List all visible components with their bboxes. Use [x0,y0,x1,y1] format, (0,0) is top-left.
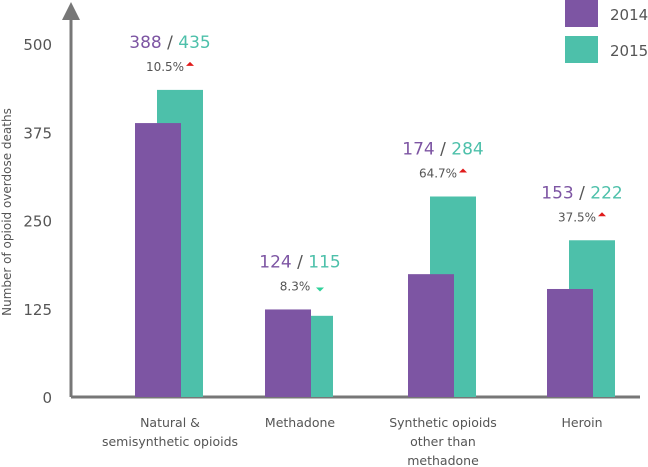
value-pair-label: 174 / 284 [402,139,483,159]
triangle-up-icon [186,61,194,66]
value-pair-label: 124 / 115 [259,252,340,272]
legend-swatch-2014 [565,0,598,27]
x-category-label: Heroin [562,415,603,430]
x-category-label: other than [410,434,476,449]
triangle-up-icon [598,212,606,217]
y-tick-label: 375 [23,124,52,142]
percent-change-label: 37.5% [558,210,596,224]
y-tick-label: 500 [23,36,52,54]
y-tick-label: 0 [42,389,52,407]
bar-2014 [547,288,593,397]
y-axis-arrow-icon [62,2,80,20]
value-pair-label: 388 / 435 [129,33,210,53]
legend-swatch-2015 [565,36,598,63]
triangle-up-icon [459,168,467,173]
bar-2014 [408,274,454,397]
bar-2014 [265,309,311,397]
x-category-label: methadone [407,453,479,467]
x-category-label: semisynthetic opioids [102,434,238,449]
bar-2014 [135,123,181,398]
value-pair-label: 153 / 222 [541,183,622,203]
x-category-label: Methadone [265,415,335,430]
x-category-label: Synthetic opioids [389,415,497,430]
legend-label-2015: 2015 [610,42,648,60]
y-tick-label: 250 [23,213,52,231]
percent-change-label: 8.3% [280,279,311,293]
y-axis-label: Number of opioid overdose deaths [0,108,14,316]
legend-label-2014: 2014 [610,6,648,24]
y-tick-label: 125 [23,301,52,319]
triangle-down-icon [316,287,324,292]
percent-change-label: 64.7% [419,166,457,180]
percent-change-label: 10.5% [146,60,184,74]
x-category-label: Natural & [140,415,200,430]
